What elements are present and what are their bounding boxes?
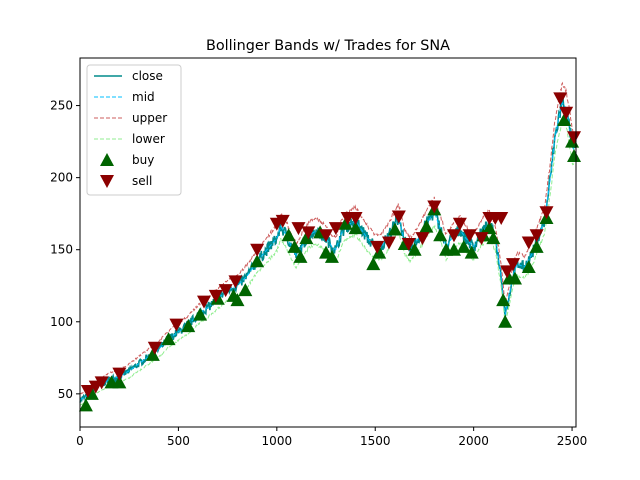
sell-legend-marker <box>100 175 114 188</box>
legend-label: lower <box>132 132 165 146</box>
buy-marker <box>250 254 265 268</box>
y-tick-label: 200 <box>50 171 73 185</box>
sell-marker <box>218 284 233 298</box>
buy-marker <box>230 293 245 307</box>
buy-marker <box>338 216 353 230</box>
sell-marker <box>275 214 290 228</box>
buy-marker <box>464 245 479 259</box>
x-tick-label: 0 <box>76 434 84 448</box>
sell-marker <box>567 131 582 145</box>
buy-marker <box>145 347 160 361</box>
buy-marker <box>348 221 363 235</box>
y-axis: 50 100 150 200 250 <box>50 99 80 401</box>
sell-marker <box>553 92 568 106</box>
buy-marker <box>161 332 176 346</box>
sell-marker <box>506 258 521 272</box>
legend-label: sell <box>132 174 152 188</box>
sell-marker <box>301 226 316 240</box>
sell-marker <box>370 240 385 254</box>
buy-marker <box>557 112 572 126</box>
legend-label: upper <box>132 111 167 125</box>
legend-label: mid <box>132 90 155 104</box>
y-tick-label: 150 <box>50 243 73 257</box>
buy-marker <box>78 398 93 412</box>
sell-marker <box>197 295 211 309</box>
buy-marker <box>181 319 196 333</box>
sell-marker <box>328 222 343 236</box>
x-tick-label: 500 <box>167 434 190 448</box>
buy-marker <box>498 314 513 328</box>
sell-marker <box>462 229 477 243</box>
buy-marker <box>456 239 471 253</box>
sell-marker <box>427 200 442 214</box>
sell-marker <box>452 217 467 231</box>
sell-marker <box>348 211 363 225</box>
buy-marker <box>287 239 302 253</box>
x-tick-label: 1500 <box>360 434 391 448</box>
sell-marker <box>147 341 162 355</box>
buy-marker <box>324 249 339 263</box>
buy-legend-marker <box>100 153 114 166</box>
y-tick-label: 50 <box>58 387 73 401</box>
buy-marker <box>366 257 381 271</box>
buy-marker <box>482 221 497 235</box>
buy-marker <box>496 293 511 307</box>
axes-frame <box>79 57 577 428</box>
sell-marker <box>401 237 416 251</box>
y-tick-label: 250 <box>50 99 73 113</box>
sell-marker <box>382 236 397 250</box>
sell-marker <box>529 229 544 243</box>
sell-marker <box>250 243 265 257</box>
sell-marker <box>80 384 95 398</box>
buy-marker <box>407 242 422 256</box>
plot-area <box>78 81 582 412</box>
buy-marker <box>521 260 536 274</box>
sell-marker <box>208 289 223 303</box>
sell-marker <box>391 210 406 224</box>
x-axis: 0 500 1000 1500 2000 2500 <box>76 427 587 448</box>
legend-label: close <box>132 69 163 83</box>
legend: close mid upper lower buy sell <box>86 64 182 196</box>
sell-marker <box>446 229 461 243</box>
buy-marker <box>281 228 296 242</box>
sell-marker <box>291 222 306 236</box>
buy-marker <box>193 307 208 321</box>
sell-marker <box>112 367 127 381</box>
sell-marker <box>521 236 536 250</box>
buy-marker <box>299 231 314 245</box>
x-tick-label: 2000 <box>458 434 489 448</box>
sell-marker <box>319 229 334 243</box>
y-tick-label: 100 <box>50 315 73 329</box>
sell-marker <box>228 275 243 289</box>
sell-marker <box>539 206 554 220</box>
buy-marker <box>419 219 434 233</box>
sell-marker <box>494 211 509 225</box>
legend-label: buy <box>132 153 154 167</box>
buy-marker <box>433 228 448 242</box>
buy-marker <box>372 245 387 259</box>
sell-marker <box>415 232 430 246</box>
buy-marker <box>567 149 582 163</box>
buy-marker <box>486 231 501 245</box>
sell-marker <box>474 232 489 246</box>
buy-marker <box>112 375 127 389</box>
buy-marker <box>529 239 544 253</box>
buy-marker <box>387 222 402 236</box>
x-tick-label: 1000 <box>262 434 293 448</box>
buy-marker <box>238 283 253 297</box>
buy-marker <box>293 249 308 263</box>
chart-title: Bollinger Bands w/ Trades for SNA <box>206 38 450 54</box>
sell-marker <box>559 106 574 120</box>
sell-marker <box>500 265 515 279</box>
sell-marker <box>169 318 184 332</box>
sell-marker <box>94 376 109 390</box>
x-tick-label: 2500 <box>557 434 588 448</box>
buy-marker <box>507 271 522 285</box>
